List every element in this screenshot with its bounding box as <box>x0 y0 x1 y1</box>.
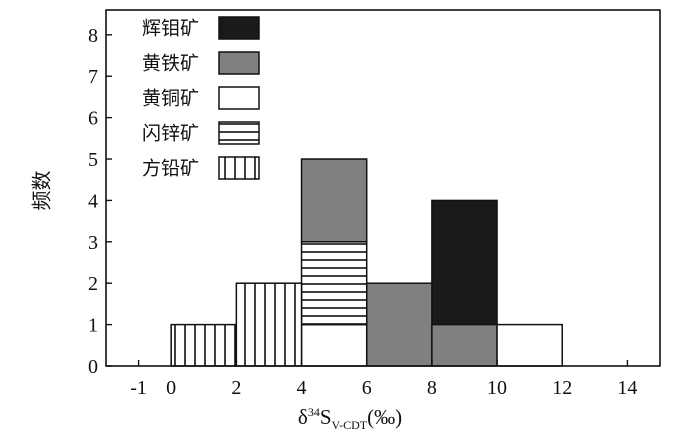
bar-black-0 <box>431 199 498 326</box>
x-axis-label-sub: V-CDT <box>331 418 368 433</box>
bar-gray-2 <box>431 323 498 367</box>
legend-label-vertical: 方铅矿 <box>142 157 199 179</box>
x-axis-label-unit: (‰) <box>367 405 403 429</box>
y-tick-label-3: 3 <box>88 232 98 254</box>
plot-frame <box>105 9 661 367</box>
x-tick-label-2: 2 <box>231 377 241 399</box>
y-tick-label-4: 4 <box>88 190 98 212</box>
y-tick-label-6: 6 <box>88 108 98 130</box>
y-tick-label-2: 2 <box>88 273 98 295</box>
x-tick-label-5: 8 <box>427 377 437 399</box>
x-axis-label-sup: 34 <box>307 405 320 419</box>
bar-horizontal-0 <box>300 241 368 326</box>
x-tick-label-0: -1 <box>130 377 147 399</box>
y-tick-label-8: 8 <box>88 25 98 47</box>
legend-label-white: 黄铜矿 <box>142 87 199 109</box>
bar-gray-1 <box>365 282 433 367</box>
x-axis-label-delta: δ <box>297 405 308 429</box>
legend-swatch-white <box>218 86 260 110</box>
x-tick-label-8: 14 <box>617 377 637 399</box>
x-tick-label-1: 0 <box>166 377 176 399</box>
bar-white-1 <box>496 323 563 367</box>
bars-layer <box>170 158 563 367</box>
x-axis-label-s: S <box>319 405 332 429</box>
bar-vertical-0 <box>170 323 238 367</box>
x-tick-label-6: 10 <box>487 377 507 399</box>
y-tick-label-5: 5 <box>88 149 98 171</box>
y-tick-label-7: 7 <box>88 66 98 88</box>
legend-swatch-vertical <box>218 156 260 180</box>
legend-label-gray: 黄铁矿 <box>142 52 199 74</box>
y-tick-label-1: 1 <box>88 315 98 337</box>
y-tick-label-0: 0 <box>88 356 98 378</box>
legend-swatch-black <box>218 16 260 40</box>
legend-swatch-horizontal <box>218 121 260 145</box>
x-axis-label: δ34SV-CDT(‰) <box>0 405 700 433</box>
legend-label-black: 辉钼矿 <box>142 17 199 39</box>
x-tick-label-4: 6 <box>362 377 372 399</box>
y-axis-label: 频数 <box>29 170 54 211</box>
bar-vertical-1 <box>235 282 303 367</box>
bar-white-0 <box>300 323 368 367</box>
legend-swatch-gray <box>218 51 260 75</box>
x-tick-label-7: 12 <box>552 377 572 399</box>
legend-label-horizontal: 闪锌矿 <box>142 122 199 144</box>
bar-gray-0 <box>300 158 368 243</box>
x-tick-label-3: 4 <box>297 377 307 399</box>
